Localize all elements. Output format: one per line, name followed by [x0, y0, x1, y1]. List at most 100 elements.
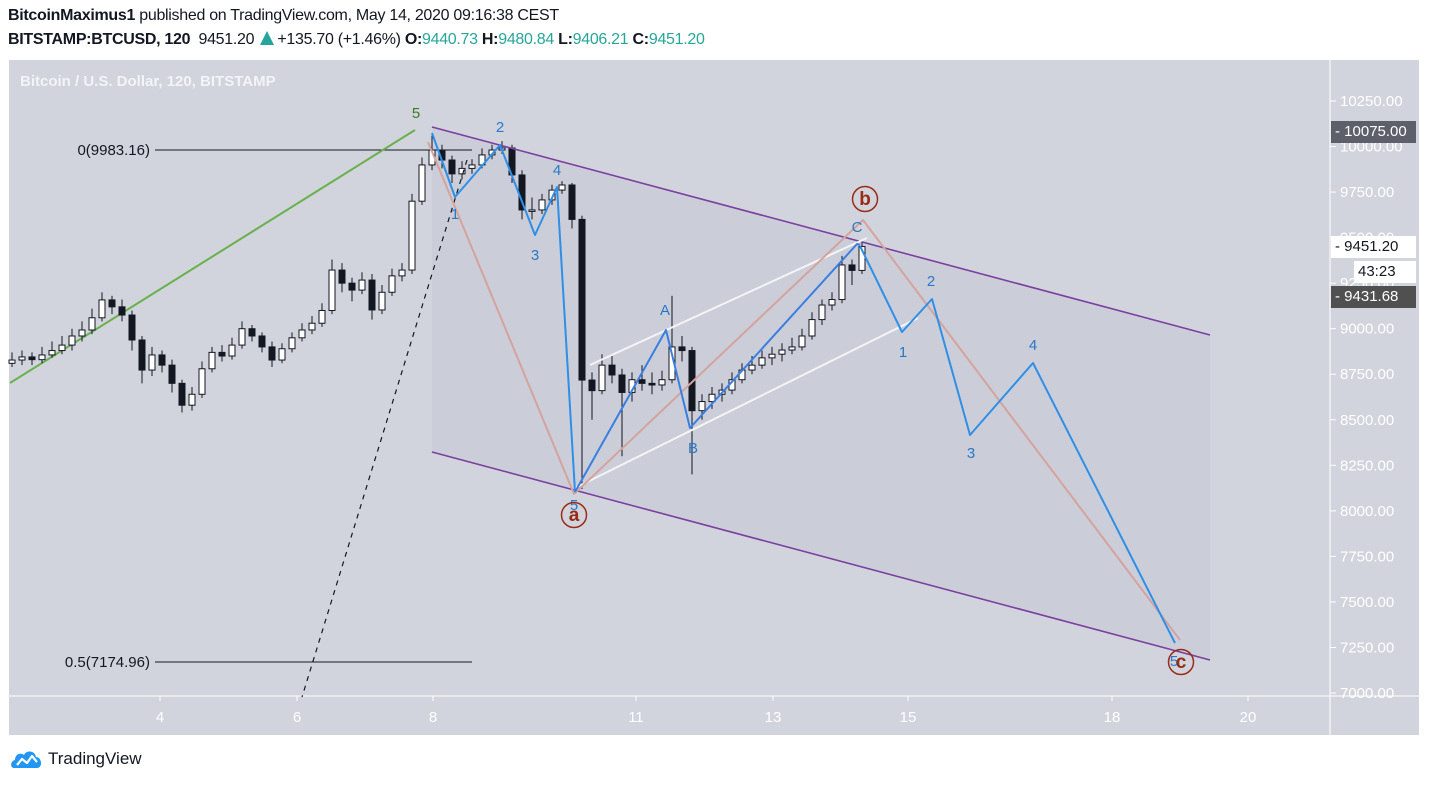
symbol-name: BITSTAMP:BTCUSD, 120: [8, 31, 191, 48]
impulse-wave-path[interactable]: [431, 132, 576, 493]
bullish-candle: [808, 319, 816, 337]
bullish-candle: [748, 364, 756, 371]
time-tick-label[interactable]: 8: [429, 709, 437, 726]
bullish-candle: [468, 164, 476, 169]
time-tick-label[interactable]: 11: [628, 709, 644, 726]
wave-label: 4: [1029, 337, 1037, 354]
price-tick-label[interactable]: 7250.00: [1340, 639, 1394, 656]
bearish-candle: [128, 314, 136, 341]
projected-wave-path[interactable]: [859, 245, 1176, 644]
tradingview-logo[interactable]: TradingView: [10, 748, 142, 770]
chart-title: Bitcoin / U.S. Dollar, 120, BITSTAMP: [20, 73, 276, 90]
publish-info: BitcoinMaximus1 published on TradingView…: [8, 7, 559, 25]
bullish-candle: [768, 353, 776, 359]
bullish-candle: [208, 351, 216, 370]
price-tick-label[interactable]: 7000.00: [1340, 685, 1394, 702]
bullish-candle: [828, 299, 836, 306]
channel-fill: [432, 127, 1210, 660]
bullish-candle: [818, 304, 826, 321]
bearish-candle: [648, 382, 656, 386]
price-tick-label[interactable]: 8750.00: [1340, 366, 1394, 383]
bearish-candle: [138, 339, 146, 371]
price-tick-label[interactable]: 8000.00: [1340, 503, 1394, 520]
bullish-candle: [758, 357, 766, 366]
wave-label: 1: [451, 206, 459, 223]
bearish-candle: [178, 382, 186, 406]
circle-c-icon: [1167, 648, 1195, 676]
time-tick-label[interactable]: 6: [293, 709, 301, 726]
wave-label: 5: [1170, 653, 1178, 670]
circle-a-icon: [560, 501, 588, 529]
wave-label: 4: [553, 162, 561, 179]
degree-label: a: [569, 505, 580, 526]
price-tick-label[interactable]: 7750.00: [1340, 548, 1394, 565]
drawing-lines[interactable]: [301, 126, 1211, 698]
bearish-candle: [618, 374, 626, 393]
wave-label: 2: [927, 273, 935, 290]
bearish-candle: [608, 364, 616, 376]
time-tick-label[interactable]: 4: [156, 709, 164, 726]
bullish-candle: [538, 199, 546, 211]
price-change: +135.70 (+1.46%): [277, 31, 401, 48]
close-label: C:: [632, 31, 650, 48]
price-axis-marker: - 10075.00: [1331, 121, 1416, 143]
time-tick-label[interactable]: 13: [765, 709, 782, 726]
prior-trend-line[interactable]: [9, 129, 416, 384]
bearish-candle: [338, 269, 346, 284]
bullish-candle: [88, 317, 96, 331]
time-tick-label[interactable]: 15: [900, 709, 917, 726]
price-tick-label[interactable]: 9000.00: [1340, 321, 1394, 338]
time-tick-label[interactable]: 18: [1104, 709, 1121, 726]
bullish-candle: [58, 344, 66, 352]
bearish-candle: [258, 335, 266, 348]
abc-correction-path[interactable]: [427, 141, 1181, 641]
price-tick-label[interactable]: 10250.00: [1340, 93, 1403, 110]
bearish-candle: [588, 379, 596, 392]
wave-label: A: [660, 302, 670, 319]
bearish-candle: [28, 356, 36, 361]
bearish-candle: [108, 299, 116, 308]
bullish-candle: [418, 164, 426, 202]
wave-label: 2: [496, 119, 504, 136]
bullish-candle: [98, 299, 106, 319]
low-value: 9406.21: [572, 31, 629, 48]
author-name[interactable]: BitcoinMaximus1: [8, 7, 136, 24]
fib-retracement[interactable]: 0(9983.16) 0.5(7174.96): [65, 142, 472, 671]
tradingview-brand: TradingView: [48, 749, 142, 768]
price-axis-marker: - 9431.68: [1331, 286, 1416, 308]
price-tick-label[interactable]: 8250.00: [1340, 457, 1394, 474]
bullish-candle: [278, 348, 286, 361]
bullish-candle: [698, 401, 706, 412]
bullish-candle: [48, 350, 56, 356]
bullish-candle: [458, 167, 466, 175]
price-tick-label[interactable]: 8500.00: [1340, 412, 1394, 429]
channel-upper-line[interactable]: [431, 126, 1211, 336]
channel-lower-line[interactable]: [431, 451, 1211, 661]
close-value: 9451.20: [648, 31, 705, 48]
symbol-info-bar: BITSTAMP:BTCUSD, 120 9451.20 +135.70 (+1…: [8, 31, 705, 49]
bearish-candle: [578, 218, 586, 381]
price-tick-label[interactable]: 9750.00: [1340, 184, 1394, 201]
bullish-candle: [38, 354, 46, 361]
axes: 10250.0010000.009750.009500.009250.00900…: [9, 60, 1419, 735]
degree-label: b: [859, 189, 871, 210]
bullish-candle: [788, 346, 796, 351]
green-trend-line[interactable]: [9, 129, 416, 384]
abc-channel-lower-line[interactable]: [574, 317, 919, 489]
bullish-candle: [288, 337, 296, 350]
time-tick-label[interactable]: 20: [1240, 709, 1257, 726]
bullish-candle: [188, 393, 196, 406]
fib-level-label: 0.5(7174.96): [65, 654, 150, 671]
tradingview-cloud-icon: [11, 751, 42, 768]
bearish-candle: [448, 159, 456, 175]
channel-fill-area: [432, 127, 1210, 660]
price-tick-label[interactable]: 7500.00: [1340, 594, 1394, 611]
bearish-candle: [638, 379, 646, 384]
bullish-candle: [388, 275, 396, 293]
bullish-candle: [78, 329, 86, 337]
bullish-candle: [558, 184, 566, 191]
fib-trend-dashed-line[interactable]: [301, 159, 468, 698]
corrective-wave-path[interactable]: [574, 243, 861, 493]
